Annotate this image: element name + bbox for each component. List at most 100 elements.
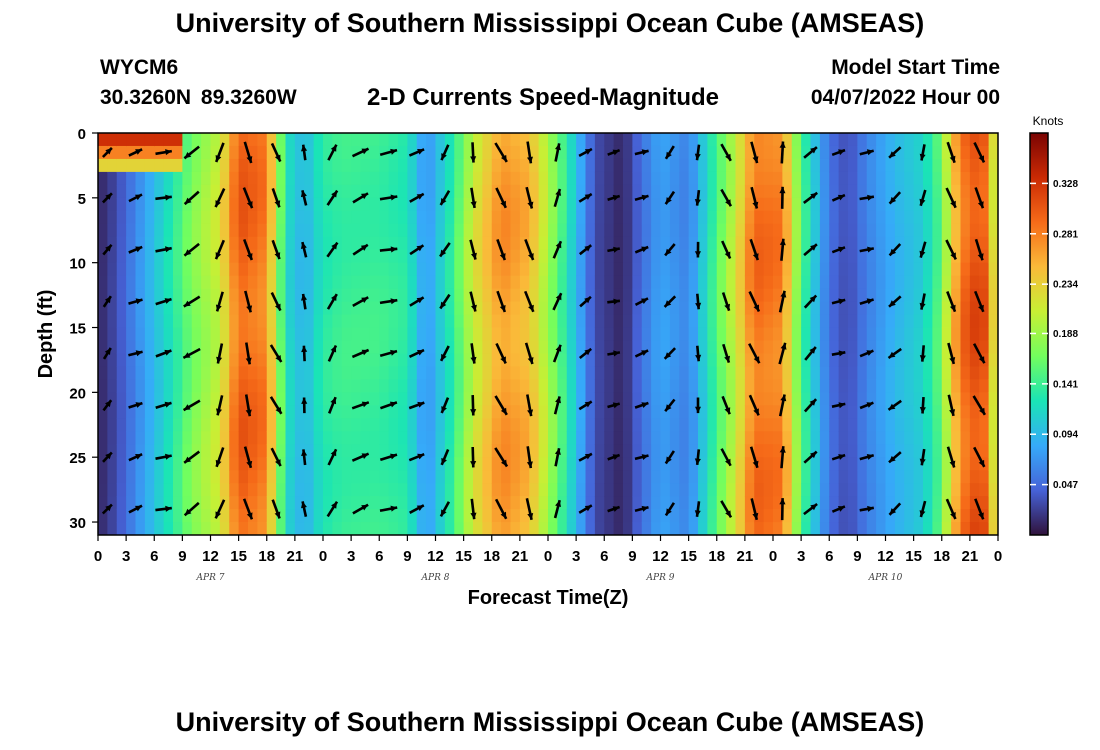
heatmap-cell	[979, 145, 990, 160]
heatmap-cell	[238, 210, 249, 225]
heatmap-cell	[951, 444, 962, 458]
heatmap-cell	[773, 223, 783, 238]
heatmap-cell	[613, 431, 624, 445]
heatmap-cell	[707, 288, 718, 303]
heatmap-cell	[332, 509, 343, 523]
heatmap-cell	[501, 223, 512, 238]
heatmap-cell	[894, 184, 905, 199]
heatmap-cell	[248, 405, 258, 419]
current-arrow	[919, 345, 926, 362]
heatmap-cell	[238, 366, 249, 380]
heatmap-cell	[510, 418, 521, 432]
heatmap-cell	[229, 171, 240, 186]
heatmap-cell	[510, 236, 521, 251]
heatmap-cell	[744, 314, 755, 329]
heatmap-cell	[801, 236, 812, 251]
heatmap-cell	[191, 509, 202, 523]
heatmap-cell	[266, 522, 277, 535]
x-tick-label: 18	[933, 548, 950, 565]
heatmap-cell	[698, 522, 708, 535]
heatmap-cell	[707, 236, 718, 251]
heatmap-cell	[173, 171, 183, 186]
heatmap-cell	[735, 431, 746, 445]
heatmap-cell	[923, 392, 933, 406]
heatmap-cell	[613, 262, 624, 277]
heatmap-cell	[548, 236, 558, 251]
heatmap-cell	[829, 444, 840, 458]
heatmap-cell	[660, 301, 671, 316]
heatmap-cell	[257, 353, 268, 368]
heatmap-cell	[491, 145, 502, 160]
heatmap-cell	[876, 418, 887, 432]
heatmap-cell	[144, 340, 155, 355]
heatmap-cell	[463, 158, 474, 173]
heatmap-cell	[941, 262, 952, 277]
current-arrow	[409, 244, 425, 256]
heatmap-cell	[510, 197, 521, 212]
heatmap-cell	[276, 184, 287, 199]
heatmap-cell	[688, 262, 699, 277]
heatmap-cell	[173, 496, 183, 510]
heatmap-cell	[641, 158, 652, 173]
heatmap-cell	[716, 470, 727, 484]
heatmap-cell	[838, 379, 849, 393]
heatmap-cell	[163, 405, 174, 419]
heatmap-cell	[173, 392, 183, 406]
heatmap-cell	[979, 483, 990, 497]
heatmap-cell	[838, 262, 849, 277]
heatmap-cell	[819, 379, 830, 393]
heatmap-cell	[435, 327, 446, 342]
current-arrow	[721, 292, 731, 312]
current-arrow	[694, 144, 701, 161]
heatmap-cell	[941, 483, 952, 497]
heatmap-cell	[248, 158, 258, 173]
heatmap-cell	[116, 133, 127, 147]
heatmap-cell	[763, 171, 774, 186]
heatmap-cell	[548, 444, 558, 458]
current-arrow	[748, 343, 761, 364]
heatmap-cell	[238, 405, 249, 419]
heatmap-cell	[529, 366, 540, 380]
heatmap-cell	[248, 236, 258, 251]
heatmap-cell	[829, 418, 840, 432]
heatmap-cell	[904, 262, 915, 277]
heatmap-cell	[351, 262, 362, 277]
heatmap-cell	[698, 470, 708, 484]
heatmap-cell	[594, 327, 605, 342]
heatmap-cell	[538, 379, 549, 393]
heatmap-cell	[257, 509, 268, 523]
heatmap-cell	[613, 301, 624, 316]
heatmap-cell	[135, 353, 146, 368]
heatmap-cell	[623, 366, 633, 380]
heatmap-cell	[341, 223, 352, 238]
heatmap-cell	[510, 223, 521, 238]
heatmap-cell	[669, 444, 680, 458]
heatmap-cell	[285, 431, 296, 445]
heatmap-cell	[744, 133, 755, 147]
heatmap-cell	[951, 249, 962, 264]
heatmap-cell	[435, 171, 446, 186]
heatmap-cell	[379, 275, 390, 290]
heatmap-cell	[501, 470, 512, 484]
heatmap-cell	[369, 301, 380, 316]
heatmap-cell	[313, 314, 324, 329]
heatmap-cell	[613, 314, 624, 329]
heatmap-cell	[98, 145, 108, 160]
heatmap-cell	[107, 405, 118, 419]
heatmap-cell	[219, 223, 230, 238]
heatmap-cell	[276, 366, 287, 380]
heatmap-cell	[716, 509, 727, 523]
heatmap-cell	[276, 431, 287, 445]
heatmap-cell	[398, 405, 408, 419]
heatmap-cell	[623, 145, 633, 160]
heatmap-cell	[913, 392, 924, 406]
heatmap-cell	[210, 366, 221, 380]
heatmap-cell	[323, 444, 333, 458]
heatmap-cell	[941, 275, 952, 290]
heatmap-cell	[294, 509, 305, 523]
heatmap-cell	[669, 236, 680, 251]
heatmap-cell	[613, 470, 624, 484]
heatmap-cell	[651, 353, 662, 368]
heatmap-cell	[379, 444, 390, 458]
heatmap-cell	[876, 496, 887, 510]
